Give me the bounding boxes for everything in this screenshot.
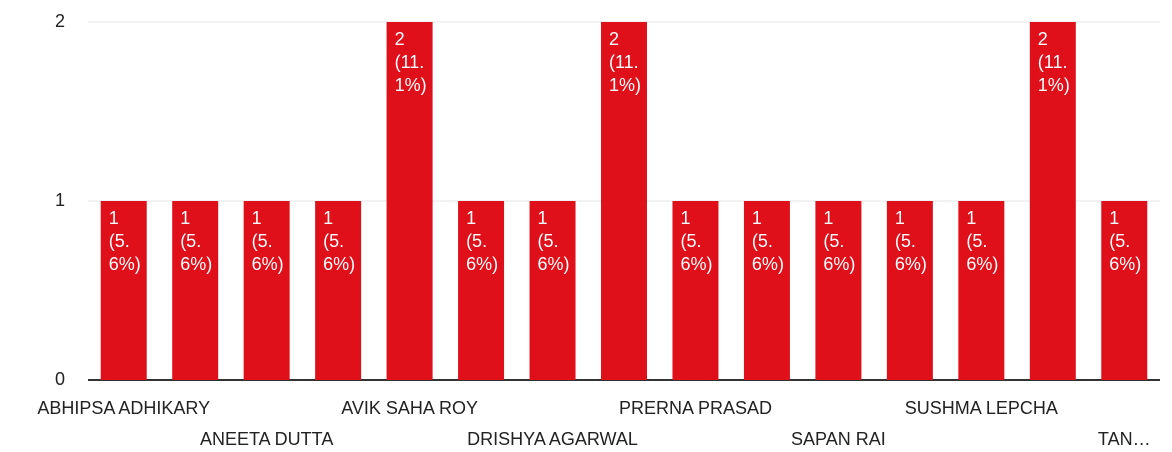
bar <box>601 22 647 380</box>
x-tick-label: ABHIPSA ADHIKARY <box>37 398 210 418</box>
bar <box>1029 22 1076 380</box>
bar <box>886 201 933 380</box>
value-label: 1 (5.6%) <box>1109 208 1142 274</box>
value-label: 1 (5.6%) <box>966 208 999 274</box>
value-label: 1 (5.6%) <box>180 208 213 274</box>
value-label: 2 (11.1%) <box>394 29 427 95</box>
x-tick-label: SUSHMA LEPCHA <box>905 398 1058 418</box>
x-tick-label: TAN… <box>1098 429 1151 449</box>
y-tick-label: 1 <box>55 190 65 210</box>
x-tick-label: PRERNA PRASAD <box>619 398 772 418</box>
bar <box>672 201 719 380</box>
bar <box>815 201 862 380</box>
value-label: 2 (11.1%) <box>609 29 642 95</box>
bar <box>958 201 1005 380</box>
value-label: 1 (5.6%) <box>680 208 713 274</box>
x-tick-label: DRISHYA AGARWAL <box>467 429 638 449</box>
x-tick-label: ANEETA DUTTA <box>200 429 333 449</box>
value-label: 1 (5.6%) <box>108 208 141 274</box>
value-label: 1 (5.6%) <box>894 208 927 274</box>
value-label: 1 (5.6%) <box>251 208 284 274</box>
x-tick-label: SAPAN RAI <box>791 429 886 449</box>
bar <box>458 201 505 380</box>
bar <box>315 201 362 380</box>
bar <box>100 201 147 380</box>
value-label: 1 (5.6%) <box>323 208 356 274</box>
value-label: 1 (5.6%) <box>751 208 784 274</box>
bar <box>743 201 790 380</box>
y-tick-label: 2 <box>55 11 65 31</box>
bar <box>243 201 290 380</box>
value-label: 2 (11.1%) <box>1037 29 1070 95</box>
y-tick-label: 0 <box>55 369 65 389</box>
value-label: 1 (5.6%) <box>466 208 499 274</box>
bar <box>1101 201 1148 380</box>
x-tick-label: AVIK SAHA ROY <box>341 398 478 418</box>
bar <box>172 201 219 380</box>
value-label: 1 (5.6%) <box>537 208 570 274</box>
value-label: 1 (5.6%) <box>823 208 856 274</box>
bar <box>529 201 576 380</box>
bar <box>386 22 433 380</box>
